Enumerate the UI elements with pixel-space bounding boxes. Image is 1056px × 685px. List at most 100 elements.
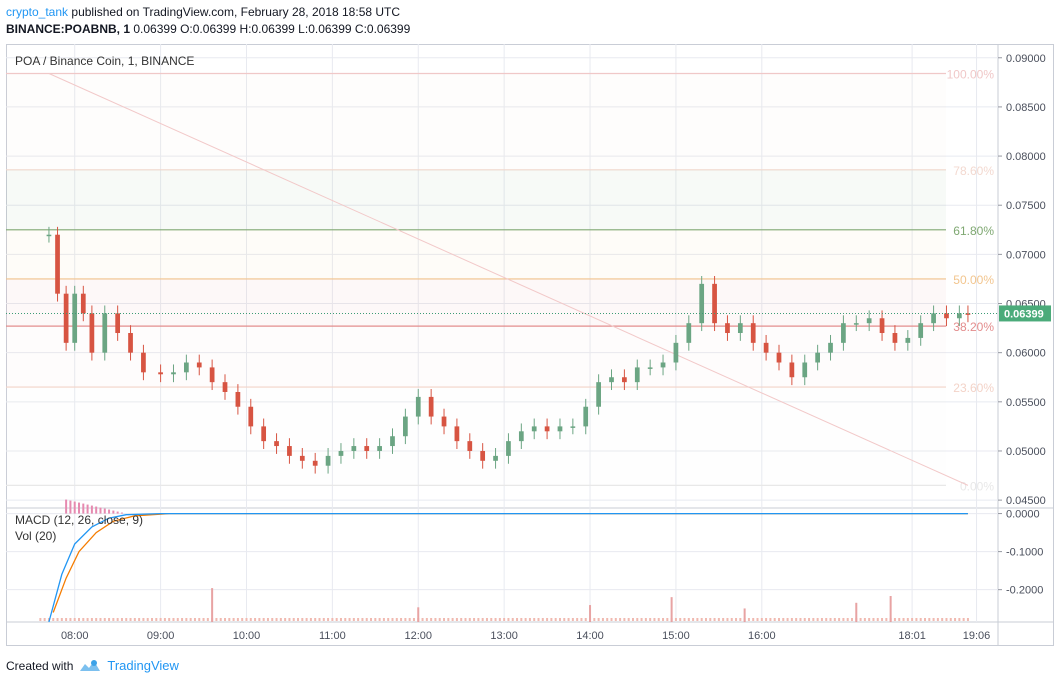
volume-bar — [902, 618, 905, 621]
volume-bar — [434, 618, 437, 621]
macd-histogram-bar — [69, 500, 72, 514]
volume-bar — [322, 618, 325, 621]
macd-histogram-bar — [90, 505, 93, 514]
volume-bar — [425, 618, 428, 621]
ohlc-values: O:0.06399 H:0.06399 L:0.06399 C:0.06399 — [180, 22, 411, 36]
candle-body — [46, 234, 52, 237]
volume-bar — [189, 618, 192, 621]
chart-frame[interactable]: 0.09000 0.08500 0.08000 0.07500 0.07000 0.065… — [6, 44, 1054, 646]
last-price-label: 0.06399 — [1004, 308, 1044, 320]
candle-body — [776, 352, 782, 363]
volume-bar — [172, 618, 175, 621]
author-link[interactable]: crypto_tank — [6, 5, 69, 19]
volume-bar — [400, 618, 403, 621]
volume-bar — [799, 618, 802, 621]
volume-bar — [262, 618, 265, 621]
signal-line — [52, 512, 968, 613]
volume-bar — [464, 618, 467, 621]
tradingview-brand-link[interactable]: TradingView — [107, 658, 179, 673]
volume-bar — [606, 618, 609, 621]
volume-bar — [314, 618, 317, 621]
candle-body — [184, 362, 189, 373]
volume-bar — [490, 618, 493, 621]
tradingview-logo-icon[interactable] — [79, 659, 101, 673]
volume-bar — [292, 618, 295, 621]
volume-bar — [932, 618, 935, 621]
volume-bar — [941, 618, 944, 621]
price-tick-label: 0.04500 — [1006, 495, 1046, 507]
volume-bar — [378, 618, 381, 621]
volume-bar — [288, 618, 291, 621]
volume-spike — [417, 607, 420, 622]
candle-body — [905, 337, 911, 343]
volume-bar — [258, 618, 261, 621]
candle-body — [944, 313, 949, 319]
volume-bar — [176, 618, 179, 621]
candle-body — [467, 441, 473, 451]
macd-line — [48, 512, 968, 623]
volume-bar — [241, 618, 244, 621]
volume-bar — [215, 618, 218, 621]
volume-bar — [550, 618, 553, 621]
candle-body — [673, 342, 679, 363]
macd-histogram-bar — [86, 504, 89, 514]
volume-bar — [374, 618, 377, 621]
candle-body — [647, 367, 653, 369]
volume-bar — [679, 618, 682, 621]
volume-bar — [735, 618, 738, 621]
candle-body — [364, 446, 370, 451]
candle-body — [750, 323, 756, 343]
volume-bar — [803, 618, 806, 621]
volume-bar — [541, 618, 544, 621]
volume-bar — [666, 618, 669, 621]
volume-bar — [430, 618, 433, 621]
volume-bar — [954, 618, 957, 621]
macd-histogram-bar — [78, 502, 81, 514]
candle-body — [287, 446, 292, 456]
volume-bar — [838, 618, 841, 621]
volume-bar — [936, 618, 939, 621]
volume-bar — [601, 618, 604, 621]
volume-bar — [305, 618, 308, 621]
macd-histogram-bar — [116, 511, 119, 514]
volume-bar — [99, 618, 102, 621]
time-tick-label: 11:00 — [319, 630, 346, 642]
time-tick-label: 15:00 — [662, 630, 690, 642]
candle-body — [209, 367, 215, 383]
volume-bar — [245, 618, 248, 621]
candle-body — [235, 391, 241, 407]
volume-bar — [567, 618, 570, 621]
volume-bar — [481, 618, 484, 621]
volume-bar — [271, 618, 274, 621]
candle-body — [544, 426, 550, 432]
volume-bar — [408, 618, 411, 621]
fib-level-label: 50.00% — [953, 273, 994, 287]
volume-bar — [640, 618, 643, 621]
candle-body — [965, 313, 971, 315]
volume-bar — [717, 618, 720, 621]
fib-zone — [6, 73, 946, 170]
volume-bar — [631, 618, 634, 621]
volume-bar — [687, 618, 690, 621]
volume-bar — [498, 618, 501, 621]
candle-body — [956, 313, 962, 319]
candle-body — [325, 455, 331, 466]
price-chart[interactable]: 0.090000.085000.080000.075000.070000.065… — [6, 44, 1054, 646]
candle-body — [634, 367, 640, 383]
volume-bar — [412, 618, 415, 621]
candle-body — [789, 362, 795, 378]
volume-bar — [193, 618, 196, 621]
volume-bar — [146, 618, 149, 621]
published-text: published on TradingView.com, February 2… — [71, 5, 401, 19]
volume-bar — [584, 618, 587, 621]
volume-bar — [730, 618, 733, 621]
candle-body — [918, 323, 924, 338]
candle-body — [931, 313, 936, 324]
price-tick-label: 0.07000 — [1006, 249, 1046, 261]
volume-bar — [898, 618, 901, 621]
volume-bar — [614, 618, 617, 621]
candle-body — [725, 323, 730, 334]
volume-bar — [249, 618, 252, 621]
candle-body — [712, 283, 717, 324]
volume-bar — [284, 618, 287, 621]
